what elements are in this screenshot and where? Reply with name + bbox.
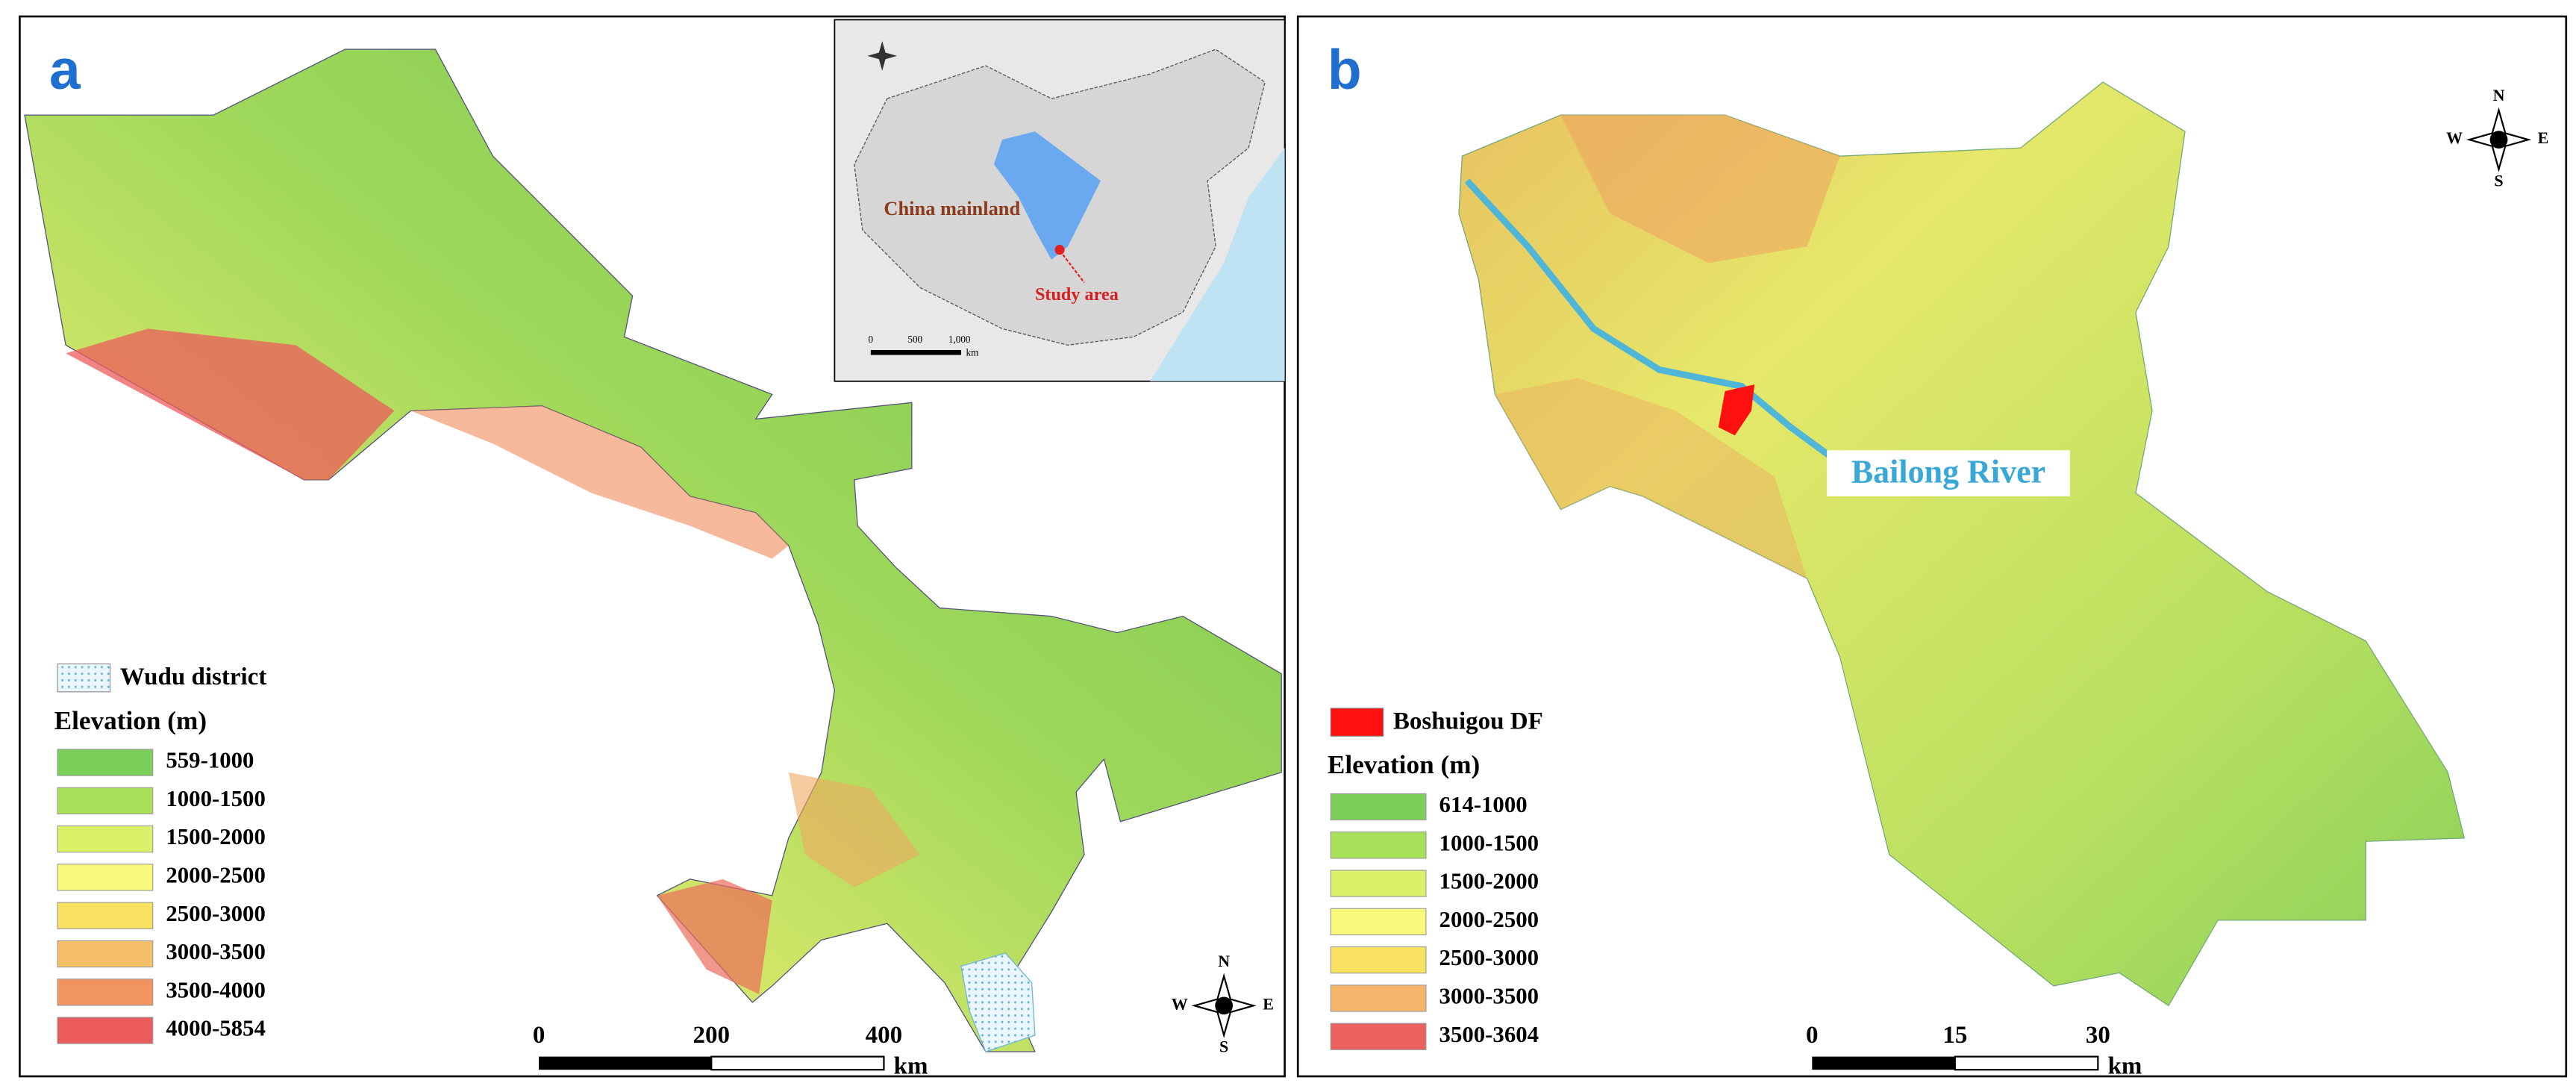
panel-label: b (1328, 38, 1362, 101)
legend-swatch (57, 787, 154, 814)
compass-label: S (2494, 171, 2503, 190)
inset-scale-label: 0 (869, 334, 874, 345)
scale-bar (539, 1056, 712, 1070)
high-elevation (410, 405, 789, 559)
study-marker (1054, 245, 1065, 255)
legend-swatch (1330, 831, 1427, 859)
legend-swatch (57, 979, 154, 1006)
compass-label: N (1218, 952, 1230, 970)
compass-center (2489, 131, 2508, 149)
compass-label: W (1172, 994, 1188, 1013)
high-elevation (657, 879, 772, 994)
legend-swatch (57, 1017, 154, 1044)
legend-swatch (57, 902, 154, 929)
region-shape (1458, 81, 2466, 1007)
scale-unit: km (894, 1053, 928, 1080)
legend-swatch (1330, 908, 1427, 936)
inset-arrow (1062, 254, 1085, 284)
river-label-box (1827, 450, 2070, 496)
scale-label: 30 (2086, 1022, 2110, 1049)
legend-swatch (1330, 985, 1427, 1012)
map-b: Bailong River (1458, 81, 2466, 1007)
legend-label: 2500-3000 (166, 901, 266, 926)
legend-swatch (57, 663, 111, 693)
legend-label: 3500-3604 (1439, 1022, 1539, 1047)
inset-compass (867, 41, 898, 71)
legend-swatch (1330, 708, 1384, 737)
legend-label: 4000-5854 (166, 1016, 266, 1041)
scale-bar (710, 1055, 885, 1071)
legend-label: 1000-1500 (166, 786, 266, 811)
legend-swatch (57, 825, 154, 853)
high-elevation (66, 328, 395, 480)
scale-label: 0 (1806, 1022, 1819, 1049)
scale-label: 0 (533, 1022, 545, 1049)
legend-label: 2500-3000 (1439, 945, 1539, 970)
compass-label: W (2446, 128, 2463, 147)
inset-region-label: China mainland (884, 197, 1020, 219)
inset-scale-unit: km (966, 346, 980, 358)
wudu-district (960, 952, 1036, 1052)
panel-label: a (49, 38, 81, 101)
legend-swatch (1330, 1023, 1427, 1050)
scale-bar (1954, 1055, 2099, 1071)
inset-map: China mainland Study area (834, 19, 1286, 382)
compass-label: E (2538, 128, 2549, 147)
legend-swatch (1330, 870, 1427, 897)
panel-frame (19, 15, 1286, 1078)
debris-flow (1718, 384, 1755, 436)
legend-label: 614-1000 (1439, 792, 1528, 817)
legend-label: 3000-3500 (1439, 984, 1539, 1009)
scale-bar (1812, 1056, 1955, 1070)
legend-label: 2000-2500 (166, 862, 266, 887)
legend-label: 2000-2500 (1439, 907, 1539, 932)
legend-label: 1000-1500 (1439, 830, 1539, 855)
compass-label: N (2493, 86, 2505, 104)
sea (1150, 148, 1285, 381)
legend-title: Elevation (m) (54, 706, 207, 735)
legend-label: Boshuigou DF (1393, 708, 1543, 734)
legend-label: Wudu district (120, 664, 267, 690)
legend-label: 1500-2000 (166, 824, 266, 849)
legend-swatch (1330, 793, 1427, 821)
legend-swatch (57, 864, 154, 891)
panel-frame (1296, 15, 2568, 1078)
mid-elevation (788, 772, 920, 887)
map-a (24, 49, 1282, 1052)
legend-label: 3000-3500 (166, 939, 266, 964)
scale-label: 200 (693, 1022, 730, 1049)
legend-swatch (57, 940, 154, 968)
inset-scale-label: 1,000 (948, 334, 971, 345)
legend-label: 1500-2000 (1439, 869, 1539, 894)
legend-title: Elevation (m) (1328, 750, 1480, 779)
scale-unit: km (2108, 1053, 2142, 1080)
scale-label: 15 (1942, 1022, 1967, 1049)
inset-scale-label: 500 (907, 334, 922, 345)
legend-swatch (1330, 946, 1427, 974)
scale-label: 400 (866, 1022, 903, 1049)
high-elevation (1560, 115, 1840, 263)
legend-swatch (57, 749, 154, 776)
legend-label: 3500-4000 (166, 977, 266, 1002)
compass-center (1215, 996, 1234, 1015)
river (1464, 178, 1842, 467)
legend-label: 559-1000 (166, 748, 254, 773)
inset-scale-bar (870, 349, 961, 355)
study-province (993, 131, 1101, 260)
inset-study-label: Study area (1035, 284, 1119, 305)
river-label: Bailong River (1851, 453, 2045, 490)
high-elevation (1495, 378, 1807, 578)
compass-label: S (1219, 1037, 1228, 1056)
compass-label: E (1263, 994, 1274, 1013)
